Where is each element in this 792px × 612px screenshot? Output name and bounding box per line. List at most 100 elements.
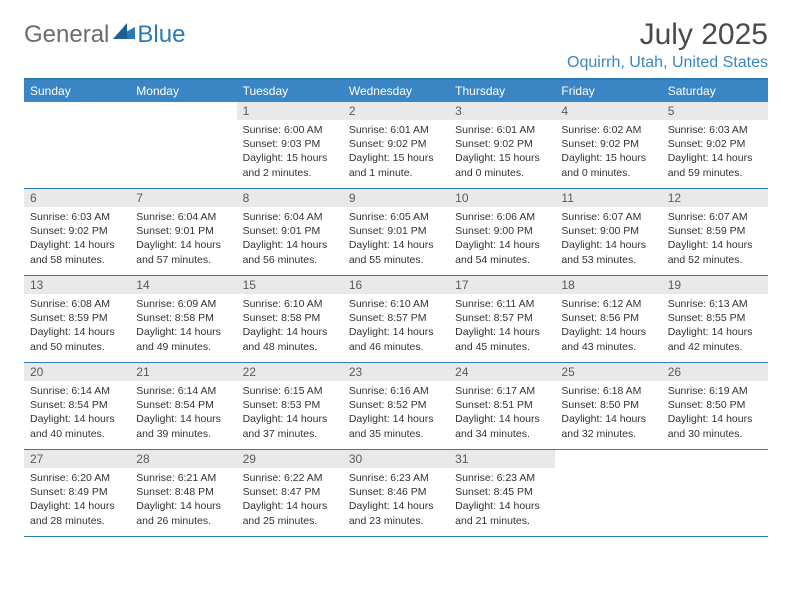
week-row: 13Sunrise: 6:08 AMSunset: 8:59 PMDayligh…	[24, 276, 768, 363]
day-body: Sunrise: 6:14 AMSunset: 8:54 PMDaylight:…	[24, 381, 130, 447]
sunrise-text: Sunrise: 6:07 AM	[668, 210, 762, 224]
day-cell: 18Sunrise: 6:12 AMSunset: 8:56 PMDayligh…	[555, 276, 661, 362]
day-number: 21	[130, 363, 236, 381]
sunset-text: Sunset: 8:51 PM	[455, 398, 549, 412]
day-number: 5	[662, 102, 768, 120]
day-number: 17	[449, 276, 555, 294]
day-cell: 31Sunrise: 6:23 AMSunset: 8:45 PMDayligh…	[449, 450, 555, 536]
week-row: 27 Sunrise: 6:20 AMSunset: 8:49 PM Dayligh…	[24, 450, 768, 537]
day-cell: 22Sunrise: 6:15 AMSunset: 8:53 PMDayligh…	[237, 363, 343, 449]
day-body: Sunrise: 6:15 AMSunset: 8:53 PMDaylight:…	[237, 381, 343, 447]
day-cell: 11Sunrise: 6:07 AMSunset: 9:00 PMDayligh…	[555, 189, 661, 275]
day-body: Sunrise: 6:00 AMSunset: 9:03 PMDaylight:…	[237, 120, 343, 186]
day-cell: .	[555, 450, 661, 536]
day-number: 3	[449, 102, 555, 120]
day-cell: 19Sunrise: 6:13 AMSunset: 8:55 PMDayligh…	[662, 276, 768, 362]
sunset-text: Sunset: 8:45 PM	[455, 485, 549, 499]
sunset-text: Sunset: 8:55 PM	[668, 311, 762, 325]
day-number: 22	[237, 363, 343, 381]
day-number: 8	[237, 189, 343, 207]
day-number: 10	[449, 189, 555, 207]
day-body: Sunrise: 6:01 AMSunset: 9:02 PMDaylight:…	[449, 120, 555, 186]
day-number: 13	[24, 276, 130, 294]
day-cell: 4Sunrise: 6:02 AMSunset: 9:02 PMDaylight…	[555, 102, 661, 188]
logo: General Blue	[24, 18, 185, 52]
daylight-text: Daylight: 14 hours and 35 minutes.	[349, 412, 443, 440]
daylight-text: Daylight: 15 hours and 0 minutes.	[561, 151, 655, 179]
day-number: 2	[343, 102, 449, 120]
sunset-text: Sunset: 8:49 PM	[30, 485, 124, 499]
day-cell: .	[130, 102, 236, 188]
sunrise-text: Sunrise: 6:03 AM	[30, 210, 124, 224]
sunset-text: Sunset: 8:59 PM	[30, 311, 124, 325]
day-cell: 2Sunrise: 6:01 AMSunset: 9:02 PMDaylight…	[343, 102, 449, 188]
sunrise-text: Sunrise: 6:19 AM	[668, 384, 762, 398]
daylight-text: Daylight: 14 hours and 45 minutes.	[455, 325, 549, 353]
daylight-text: Daylight: 14 hours and 37 minutes.	[243, 412, 337, 440]
day-body: Sunrise: 6:10 AMSunset: 8:57 PMDaylight:…	[343, 294, 449, 360]
day-number: 27	[24, 450, 130, 468]
sunrise-text: Sunrise: 6:10 AM	[243, 297, 337, 311]
day-body: Sunrise: 6:08 AMSunset: 8:59 PMDaylight:…	[24, 294, 130, 360]
day-cell: 7Sunrise: 6:04 AMSunset: 9:01 PMDaylight…	[130, 189, 236, 275]
day-cell: 12Sunrise: 6:07 AMSunset: 8:59 PMDayligh…	[662, 189, 768, 275]
sunrise-text: Sunrise: 6:17 AM	[455, 384, 549, 398]
day-cell: 16Sunrise: 6:10 AMSunset: 8:57 PMDayligh…	[343, 276, 449, 362]
day-number: 7	[130, 189, 236, 207]
sunset-text: Sunset: 8:47 PM	[243, 485, 337, 499]
sunrise-text: Sunrise: 6:15 AM	[243, 384, 337, 398]
sunset-text: Sunset: 9:01 PM	[136, 224, 230, 238]
day-cell: 23Sunrise: 6:16 AMSunset: 8:52 PMDayligh…	[343, 363, 449, 449]
sunset-text: Sunset: 8:59 PM	[668, 224, 762, 238]
daylight-text: Daylight: 14 hours and 58 minutes.	[30, 238, 124, 266]
day-cell: 5Sunrise: 6:03 AMSunset: 9:02 PMDaylight…	[662, 102, 768, 188]
daylight-text: Daylight: 14 hours and 40 minutes.	[30, 412, 124, 440]
weekday-label: Tuesday	[237, 80, 343, 102]
sunrise-text: Sunrise: 6:04 AM	[243, 210, 337, 224]
daylight-text: Daylight: 14 hours and 50 minutes.	[30, 325, 124, 353]
day-number: 31	[449, 450, 555, 468]
day-cell: 1Sunrise: 6:00 AMSunset: 9:03 PMDaylight…	[237, 102, 343, 188]
daylight-text: Daylight: 14 hours and 23 minutes.	[349, 499, 443, 527]
day-body: Sunrise: 6:10 AMSunset: 8:58 PMDaylight:…	[237, 294, 343, 360]
day-cell: 27Sunrise: 6:20 AMSunset: 8:49 PMDayligh…	[24, 450, 130, 536]
day-body: Sunrise: 6:13 AMSunset: 8:55 PMDaylight:…	[662, 294, 768, 360]
sunrise-text: Sunrise: 6:03 AM	[668, 123, 762, 137]
sunrise-text: Sunrise: 6:22 AM	[243, 471, 337, 485]
daylight-text: Daylight: 14 hours and 26 minutes.	[136, 499, 230, 527]
sunrise-text: Sunrise: 6:09 AM	[136, 297, 230, 311]
daylight-text: Daylight: 14 hours and 52 minutes.	[668, 238, 762, 266]
daylight-text: Daylight: 14 hours and 54 minutes.	[455, 238, 549, 266]
daylight-text: Daylight: 14 hours and 55 minutes.	[349, 238, 443, 266]
daylight-text: Daylight: 14 hours and 32 minutes.	[561, 412, 655, 440]
day-number: 28	[130, 450, 236, 468]
sunset-text: Sunset: 9:02 PM	[668, 137, 762, 151]
logo-text-a: General	[24, 21, 109, 49]
day-body: Sunrise: 6:16 AMSunset: 8:52 PMDaylight:…	[343, 381, 449, 447]
day-number: 11	[555, 189, 661, 207]
day-number: 16	[343, 276, 449, 294]
sunrise-text: Sunrise: 6:12 AM	[561, 297, 655, 311]
day-number: 15	[237, 276, 343, 294]
sunset-text: Sunset: 8:52 PM	[349, 398, 443, 412]
sunset-text: Sunset: 9:03 PM	[243, 137, 337, 151]
day-body: Sunrise: 6:04 AMSunset: 9:01 PMDaylight:…	[237, 207, 343, 273]
day-body: Sunrise: 6:23 AMSunset: 8:46 PMDaylight:…	[343, 468, 449, 534]
week-row: 6Sunrise: 6:03 AMSunset: 9:02 PMDaylight…	[24, 189, 768, 276]
sunset-text: Sunset: 9:00 PM	[561, 224, 655, 238]
day-body: Sunrise: 6:11 AMSunset: 8:57 PMDaylight:…	[449, 294, 555, 360]
day-cell: 28Sunrise: 6:21 AMSunset: 8:48 PMDayligh…	[130, 450, 236, 536]
day-number: 25	[555, 363, 661, 381]
day-body: Sunrise: 6:03 AMSunset: 9:02 PMDaylight:…	[662, 120, 768, 186]
day-cell: 3Sunrise: 6:01 AMSunset: 9:02 PMDaylight…	[449, 102, 555, 188]
sunrise-text: Sunrise: 6:20 AM	[30, 471, 124, 485]
day-number: 6	[24, 189, 130, 207]
daylight-text: Daylight: 14 hours and 42 minutes.	[668, 325, 762, 353]
weekday-label: Sunday	[24, 80, 130, 102]
day-body: Sunrise: 6:07 AMSunset: 8:59 PMDaylight:…	[662, 207, 768, 273]
sunset-text: Sunset: 8:56 PM	[561, 311, 655, 325]
day-cell: 30Sunrise: 6:23 AMSunset: 8:46 PMDayligh…	[343, 450, 449, 536]
day-cell: 29Sunrise: 6:22 AMSunset: 8:47 PMDayligh…	[237, 450, 343, 536]
daylight-text: Daylight: 14 hours and 59 minutes.	[668, 151, 762, 179]
sunset-text: Sunset: 9:01 PM	[243, 224, 337, 238]
